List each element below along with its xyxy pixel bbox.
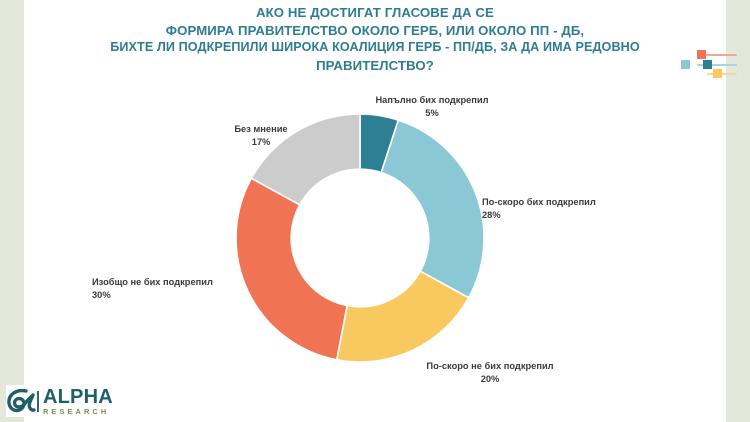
data-label-not-at-all-support-text: Изобщо не бих подкрепил [92, 277, 213, 287]
donut-slice [250, 113, 361, 206]
data-label-not-at-all-support-value: 30% [92, 289, 111, 300]
slide-title: АКО НЕ ДОСТИГАТ ГЛАСОВЕ ДА СЕ ФОРМИРА ПР… [40, 4, 710, 74]
data-label-rather-support: По-скоро бих подкрепил 28% [482, 196, 658, 221]
data-label-rather-support-value: 28% [482, 209, 501, 220]
logo-research-text: RESEARCH [43, 406, 110, 416]
data-label-rather-not-support: По-скоро не бих подкрепил 20% [398, 360, 582, 385]
deco-square-yellow [713, 69, 722, 78]
right-edge-strip [726, 0, 750, 422]
alpha-research-logo: ALPHA RESEARCH [6, 385, 128, 417]
data-label-no-opinion-value: 17% [251, 136, 271, 147]
donut-chart [234, 112, 486, 364]
decorative-marker [681, 43, 737, 79]
deco-square-orange [697, 50, 706, 59]
deco-line-2 [697, 64, 737, 66]
left-edge-strip [0, 0, 24, 422]
data-label-rather-not-support-text: По-скоро не бих подкрепил [426, 361, 554, 371]
data-label-fully-support-text: Напълно бих подкрепил [375, 95, 489, 105]
deco-square-blue [681, 60, 690, 69]
data-label-rather-not-support-value: 20% [480, 373, 500, 384]
deco-line-1 [703, 54, 737, 56]
alpha-glyph-svg [7, 388, 36, 413]
data-label-fully-support-value: 5% [425, 107, 439, 118]
logo-divider [37, 390, 39, 412]
donut-chart-svg [235, 113, 485, 363]
title-line-3: БИХТЕ ЛИ ПОДКРЕПИЛИ ШИРОКА КОАЛИЦИЯ ГЕРБ… [110, 40, 640, 54]
data-label-fully-support: Напълно бих подкрепил 5% [336, 94, 528, 119]
logo-wordmark: ALPHA RESEARCH [43, 387, 113, 415]
data-label-no-opinion: Без мнение 17% [196, 123, 326, 148]
donut-slice-group [235, 113, 485, 363]
data-label-not-at-all-support: Изобщо не бих подкрепил 30% [92, 276, 260, 301]
title-line-2: ФОРМИРА ПРАВИТЕЛСТВО ОКОЛО ГЕРБ, ИЛИ ОКО… [165, 22, 585, 38]
logo-alpha-text: ALPHA [43, 385, 113, 408]
data-label-rather-support-text: По-скоро бих подкрепил [482, 197, 596, 207]
donut-slice [380, 119, 485, 299]
alpha-glyph-icon [6, 388, 36, 414]
deco-line-3 [707, 73, 737, 75]
title-line-4: ПРАВИТЕЛСТВО? [316, 57, 434, 73]
donut-slice [235, 177, 349, 361]
title-line-1: АКО НЕ ДОСТИГАТ ГЛАСОВЕ ДА СЕ [256, 5, 494, 20]
data-label-no-opinion-text: Без мнение [234, 124, 288, 134]
deco-square-teal [703, 60, 712, 69]
